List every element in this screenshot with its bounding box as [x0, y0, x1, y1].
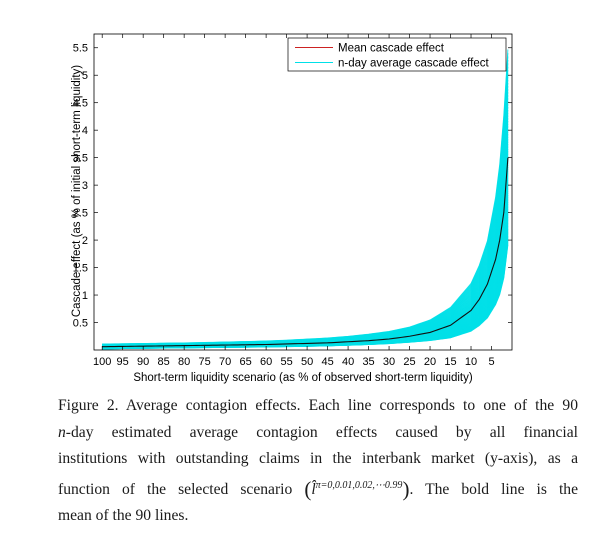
nday-series-line	[102, 53, 509, 345]
ticks-layer	[94, 34, 512, 350]
nday-series-line	[102, 56, 509, 345]
y-tick-label: 5	[82, 70, 88, 82]
x-tick-label: 20	[424, 356, 436, 368]
y-tick-label: 4.5	[73, 98, 88, 110]
caption-line-2-text: -day estimated average contagion effects…	[65, 423, 578, 441]
nday-series-line	[102, 79, 509, 346]
y-tick-label: 1	[82, 290, 88, 302]
nday-series-line	[102, 76, 509, 346]
nday-series-line	[102, 73, 509, 346]
caption-line-4: function of the selected scenario (l̂π=0…	[58, 473, 578, 504]
legend: Mean cascade effect n-day average cascad…	[287, 37, 507, 72]
nday-series-line	[102, 49, 509, 345]
caption-line-5: mean of the 90 lines.	[58, 507, 189, 525]
cascade-effect-chart: 100 95 90 85 80 75 70 65 60 55 50 45 40 35 30 25 20 15 10 5…	[71, 33, 513, 384]
nday-series-line	[102, 101, 509, 347]
y-tick-label: 4	[82, 125, 88, 137]
x-tick-label: 25	[403, 356, 415, 368]
caption-line-1: Figure 2. Average contagion effects. Eac…	[58, 397, 578, 414]
y-tick-label: 5.5	[73, 43, 88, 55]
x-tick-label: 55	[280, 356, 292, 368]
x-tick-label: 40	[342, 356, 354, 368]
legend-label-nday: n-day average cascade effect	[338, 58, 489, 70]
caption-symbol-sup: π=0,0.01,0.02,⋯0.99	[315, 479, 403, 491]
nday-series-line	[102, 63, 509, 345]
mean-series-line	[102, 157, 509, 348]
y-tick-label: 2.5	[73, 208, 88, 220]
y-tick-label: 3.5	[73, 153, 88, 165]
x-tick-label: 45	[321, 356, 333, 368]
caption-line-2: n-day estimated average contagion effect…	[58, 420, 578, 447]
x-tick-label: 100	[93, 356, 111, 368]
nday-series-line	[102, 86, 509, 346]
y-tick-label: 1.5	[73, 263, 88, 275]
x-tick-label: 90	[137, 356, 149, 368]
x-tick-label: 35	[362, 356, 374, 368]
y-tick-label: 2	[82, 235, 88, 247]
y-tick-label: 0.5	[73, 318, 88, 330]
x-tick-label: 5	[488, 356, 494, 368]
caption-symbol-l: l̂	[311, 480, 316, 498]
x-tick-labels: 100 95 90 85 80 75 70 65 60 55 50 45 40 35 30 25 20 15 10 5	[93, 356, 495, 368]
caption-paren-open: (	[304, 476, 312, 501]
x-tick-label: 50	[301, 356, 313, 368]
legend-label-mean: Mean cascade effect	[338, 43, 445, 55]
y-axis-label: Cascade effect (as % of initial short-te…	[71, 65, 83, 317]
nday-series-line	[102, 66, 509, 345]
x-tick-label: 75	[199, 356, 211, 368]
nday-series-line	[102, 82, 509, 346]
caption-line-4-pre: function of the selected scenario	[58, 480, 305, 498]
legend-box	[287, 37, 507, 72]
nday-series-line	[102, 89, 509, 346]
x-axis-label: Short-term liquidity scenario (as % of o…	[133, 372, 473, 384]
x-tick-label: 95	[117, 356, 129, 368]
nday-series-line	[102, 95, 509, 346]
x-tick-label: 80	[178, 356, 190, 368]
x-tick-label: 30	[383, 356, 395, 368]
x-tick-label: 65	[240, 356, 252, 368]
x-tick-label: 60	[260, 356, 272, 368]
x-tick-label: 15	[444, 356, 456, 368]
nday-series-line	[102, 98, 509, 346]
plot-frame	[93, 33, 513, 351]
x-tick-label: 10	[465, 356, 477, 368]
x-tick-label: 85	[158, 356, 170, 368]
caption-line-4-post: . The bold line is the	[409, 480, 578, 498]
nday-series-line	[102, 70, 509, 346]
figure-caption: Figure 2. Average contagion effects. Eac…	[58, 393, 578, 530]
caption-paren-close: )	[402, 476, 410, 501]
y-tick-labels: 0.5 1 1.5 2 2.5 3 3.5 4 4.5 5 5.5	[73, 43, 88, 330]
y-tick-label: 3	[82, 180, 88, 192]
x-tick-label: 70	[219, 356, 231, 368]
curves-layer	[102, 49, 509, 350]
caption-var-n: n	[58, 423, 66, 441]
nday-series-line	[102, 92, 509, 346]
nday-series-line	[102, 59, 509, 345]
caption-line-3: institutions with outstanding claims in …	[58, 450, 578, 467]
